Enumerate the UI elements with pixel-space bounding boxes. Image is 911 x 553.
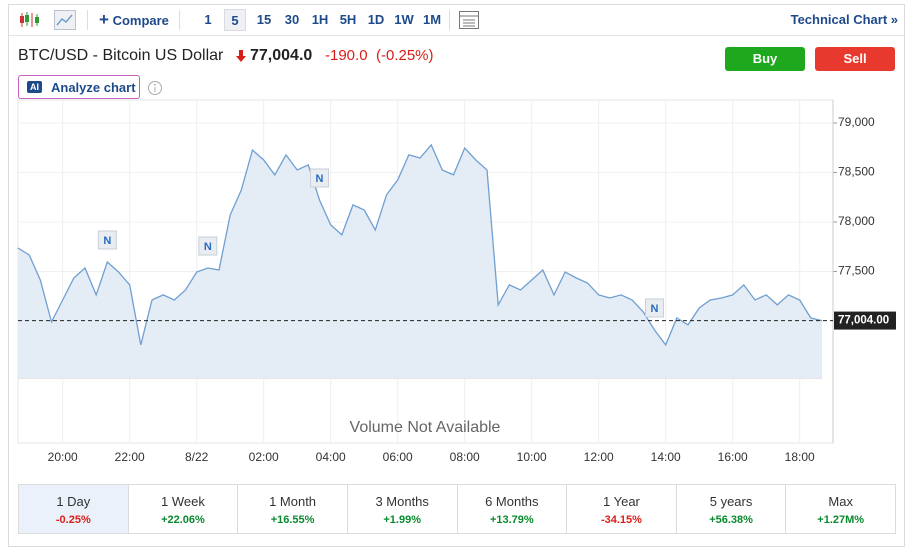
period-cell[interactable]: Max +1.27M% (786, 485, 895, 533)
interval-button[interactable]: 15 (256, 12, 272, 27)
news-marker-label: N (316, 173, 324, 185)
x-tick-label: 8/22 (185, 450, 209, 464)
news-marker (645, 298, 664, 318)
down-arrow (236, 50, 246, 62)
x-tick-label: 04:00 (316, 450, 346, 464)
period-cell[interactable]: 1 Week +22.06% (129, 485, 239, 533)
x-tick-label: 08:00 (450, 450, 480, 464)
period-label: 6 Months (485, 494, 539, 509)
news-marker (97, 230, 117, 250)
x-tick-label: 10:00 (517, 450, 547, 464)
x-tick-label: 06:00 (383, 450, 413, 464)
period-cell[interactable]: 1 Month +16.55% (238, 485, 348, 533)
price-change: -190.0 (325, 47, 368, 64)
period-cell[interactable]: 5 years +56.38% (677, 485, 787, 533)
chart: 77,500 78,000 78,500 79,000 20:00 22:00 8/22 02… (17, 99, 896, 464)
last-price-label: 77,004.00 (838, 315, 889, 327)
last-price: 77,004.0 (250, 47, 313, 64)
period-change: +22.06% (161, 514, 205, 526)
period-label: 3 Months (375, 494, 429, 509)
period-cell[interactable]: 6 Months +13.79% (458, 485, 568, 533)
technical-chart-link[interactable]: Technical Chart » (790, 12, 898, 27)
compare-button[interactable]: + Compare (99, 10, 169, 29)
period-cell[interactable]: 1 Day -0.25% (19, 485, 129, 533)
toolbar: + Compare 1 5 15 30 1H 5H 1D 1W 1M Technical Cha… (9, 5, 904, 36)
x-tick-label: 18:00 (785, 450, 815, 464)
info-icon[interactable] (147, 80, 163, 96)
x-tick-label: 20:00 (48, 450, 78, 464)
compare-label: Compare (112, 13, 169, 28)
y-tick-label: 78,000 (838, 214, 875, 228)
x-tick-label: 14:00 (651, 450, 681, 464)
analyze-label: Analyze chart (51, 80, 136, 95)
period-change: -0.25% (55, 514, 91, 526)
area-fill (18, 144, 822, 378)
period-cell[interactable]: 1 Year -34.15% (567, 485, 677, 533)
y-tick-label: 77,500 (838, 264, 875, 278)
period-cell[interactable]: 3 Months +1.99% (348, 485, 458, 533)
period-table: 1 Day -0.25% 1 Week +22.06% 1 Month +16.55% 3 … (18, 484, 896, 534)
period-change: +13.79% (489, 514, 534, 526)
last-price-box (834, 311, 896, 330)
interval-button[interactable]: 5 (224, 9, 246, 31)
news-marker-label: N (204, 241, 212, 253)
widget-frame (8, 4, 905, 547)
period-label: 1 Year (603, 494, 640, 509)
table-icon[interactable] (459, 11, 479, 29)
interval-button[interactable]: 30 (284, 12, 300, 27)
period-label: Max (828, 494, 853, 509)
news-marker (310, 168, 329, 188)
volume-note: Volume Not Available (350, 419, 501, 436)
interval-button[interactable]: 1D (367, 12, 385, 27)
interval-button[interactable]: 1H (311, 12, 329, 27)
news-marker-label: N (103, 235, 111, 247)
interval-button[interactable]: 1M (422, 12, 442, 27)
period-change: +1.99% (383, 514, 421, 526)
y-tick-label: 78,500 (838, 165, 875, 179)
ai-badge: AI (27, 81, 42, 93)
price-change-percent: (-0.25%) (376, 47, 434, 64)
x-tick-label: 12:00 (584, 450, 614, 464)
y-tick-label: 79,000 (838, 115, 875, 129)
interval-button[interactable]: 1 (204, 12, 212, 27)
x-tick-label: 02:00 (249, 450, 279, 464)
period-change: +56.38% (709, 514, 753, 526)
interval-button[interactable]: 1W (394, 12, 414, 27)
line-chart-icon[interactable] (54, 10, 76, 30)
period-label: 1 Week (161, 494, 205, 509)
symbol-title: BTC/USD - Bitcoin US Dollar (18, 47, 224, 64)
period-label: 1 Day (56, 494, 91, 509)
period-change: +1.27M% (817, 514, 865, 526)
period-change: +16.55% (270, 514, 315, 526)
interval-button[interactable]: 5H (339, 12, 357, 27)
period-change: -34.15% (600, 514, 642, 526)
period-label: 5 years (709, 494, 753, 509)
x-tick-label: 16:00 (718, 450, 748, 464)
period-label: 1 Month (269, 494, 317, 509)
x-tick-label: 22:00 (115, 450, 145, 464)
news-marker-label: N (651, 303, 659, 315)
news-marker (198, 236, 218, 256)
buy-button[interactable]: Buy (725, 47, 805, 71)
sell-button[interactable]: Sell (815, 47, 895, 71)
analyze-button[interactable]: AI Analyze chart (18, 75, 140, 99)
candle-icon[interactable] (19, 10, 39, 30)
price-line (17, 143, 823, 347)
